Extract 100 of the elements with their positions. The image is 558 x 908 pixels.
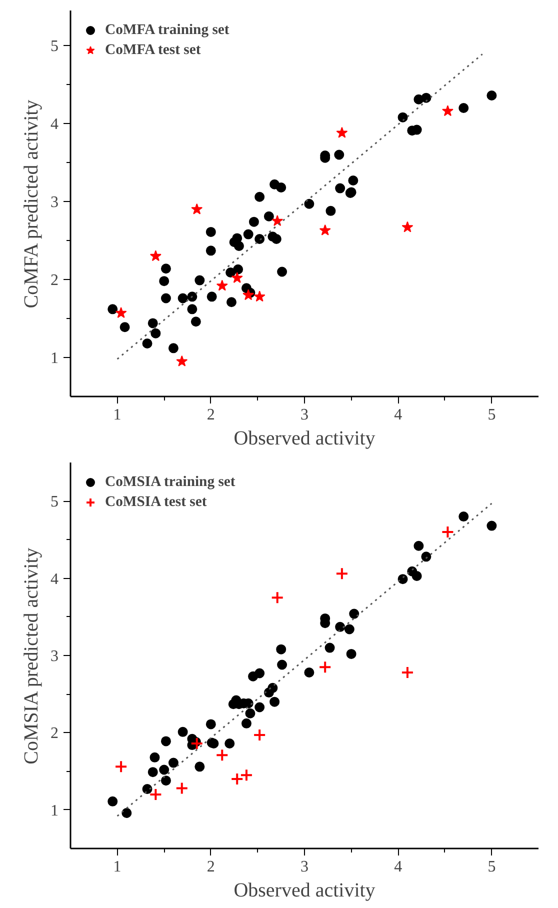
point <box>159 764 170 775</box>
point <box>254 192 265 202</box>
point <box>108 304 118 314</box>
x-tick-label: 4 <box>394 406 402 424</box>
y-tick-label: 4 <box>50 116 58 134</box>
point <box>400 666 414 679</box>
point <box>486 520 497 531</box>
point <box>190 737 204 750</box>
point <box>178 726 188 737</box>
point <box>148 318 158 328</box>
point <box>216 748 229 762</box>
point <box>458 102 469 113</box>
point <box>122 808 132 818</box>
point <box>326 206 336 216</box>
point <box>150 250 162 262</box>
point <box>441 525 454 538</box>
point <box>458 512 469 522</box>
point <box>270 696 280 707</box>
point <box>271 234 282 244</box>
point <box>402 221 414 232</box>
point <box>245 708 256 718</box>
x-tick-label: 3 <box>300 858 308 876</box>
point <box>344 624 354 634</box>
point <box>142 784 152 794</box>
point <box>304 667 314 678</box>
point <box>398 112 408 122</box>
point <box>414 540 424 551</box>
y-tick-label: 3 <box>50 648 58 665</box>
y-tick-label: 3 <box>50 194 58 212</box>
point <box>277 660 288 670</box>
point <box>168 343 178 354</box>
point <box>190 316 201 327</box>
point <box>240 768 253 782</box>
y-tick-label: 5 <box>50 494 58 511</box>
point <box>160 776 171 786</box>
point <box>242 289 254 300</box>
point <box>324 642 335 653</box>
point <box>206 226 216 237</box>
y-tick-label: 4 <box>50 570 58 588</box>
point <box>187 304 198 314</box>
point <box>120 322 130 332</box>
point <box>168 758 178 768</box>
point <box>150 752 160 762</box>
point <box>270 591 284 604</box>
point <box>486 90 497 100</box>
point <box>276 644 286 654</box>
point <box>398 574 408 584</box>
point <box>176 355 188 366</box>
legend-label: CoMFA training set <box>105 22 230 38</box>
point <box>254 234 265 244</box>
point <box>159 276 170 286</box>
point <box>178 293 188 304</box>
point <box>108 796 118 806</box>
y-axis-title: CoMFA predicted activity <box>20 100 42 308</box>
point <box>254 668 265 678</box>
legend-label: CoMSIA training set <box>105 474 236 490</box>
legend-label: CoMSIA test set <box>105 494 207 510</box>
x-tick-label: 3 <box>300 406 308 424</box>
point <box>264 211 274 222</box>
x-tick-label: 1 <box>113 406 122 424</box>
point <box>206 719 216 730</box>
point <box>335 622 346 632</box>
point <box>254 702 265 712</box>
point <box>268 682 278 693</box>
x-axis-title: Observed activity <box>234 880 376 902</box>
y-tick-label: 1 <box>50 802 58 820</box>
x-tick-label: 5 <box>488 406 496 424</box>
point <box>194 275 205 286</box>
y-tick-label: 2 <box>50 272 58 290</box>
point <box>334 150 344 160</box>
y-tick-label: 2 <box>50 725 58 742</box>
y-tick-label: 1 <box>50 350 58 368</box>
point <box>248 216 259 227</box>
point <box>175 782 188 795</box>
point <box>226 297 236 308</box>
point <box>277 266 288 277</box>
x-axis-title: Observed activity <box>234 428 376 450</box>
x-tick-label: 4 <box>394 858 402 876</box>
point <box>335 183 346 194</box>
point <box>243 229 254 240</box>
point <box>150 328 161 338</box>
point <box>187 292 198 302</box>
point <box>346 648 356 659</box>
point <box>206 292 217 302</box>
point <box>160 736 171 746</box>
point <box>349 608 360 619</box>
x-tick-label: 2 <box>206 406 215 424</box>
point <box>276 182 286 193</box>
x-tick-label: 2 <box>206 858 215 876</box>
point <box>421 92 432 103</box>
y-axis-title: CoMSIA predicted activity <box>20 548 42 764</box>
point <box>412 570 422 581</box>
point <box>421 552 432 562</box>
point <box>318 660 332 674</box>
point <box>224 738 235 748</box>
point <box>160 264 171 274</box>
point <box>336 126 348 138</box>
point <box>241 718 252 728</box>
point <box>233 264 244 274</box>
point <box>348 176 358 186</box>
